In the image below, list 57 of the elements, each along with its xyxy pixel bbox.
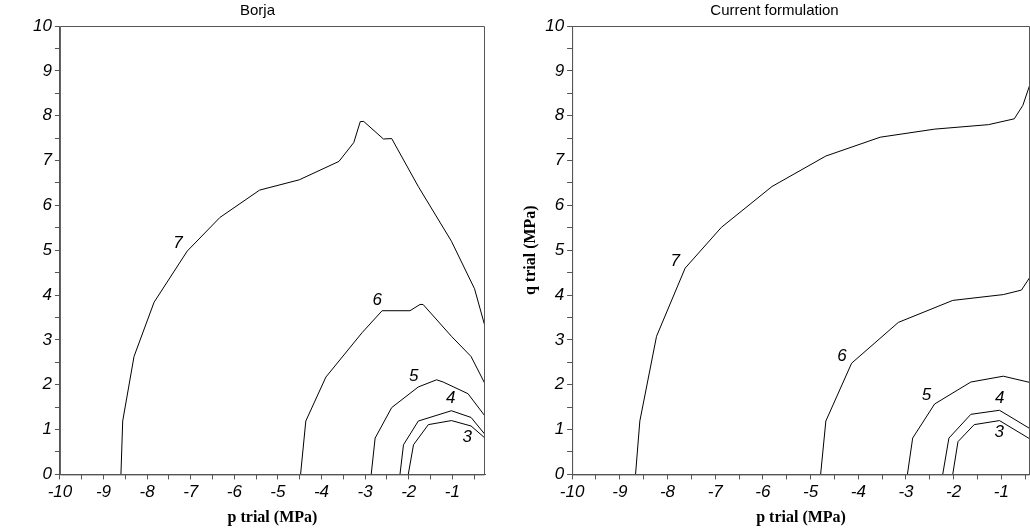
y-tick-label: 0 (42, 464, 53, 484)
series-label: 4 (445, 388, 456, 408)
x-tick-label: -1 (444, 482, 460, 502)
x-tick-label: -6 (226, 482, 243, 502)
y-tick-label: 10 (545, 15, 565, 35)
y-tick-label: 6 (42, 195, 53, 215)
x-tick-label: -9 (612, 482, 628, 502)
y-tick-label: 9 (554, 60, 565, 80)
y-tick-label: 4 (554, 284, 565, 304)
x-tick-label: -4 (850, 482, 866, 502)
series-label: 4 (995, 388, 1005, 408)
x-tick-label: -6 (755, 482, 771, 502)
x-tick-label: -4 (313, 482, 330, 502)
x-tick-label: -1 (993, 482, 1009, 502)
y-tick-label: 6 (554, 195, 565, 215)
x-tick-label: -7 (183, 482, 199, 502)
series-label: 6 (372, 289, 383, 309)
x-tick-label: -8 (139, 482, 156, 502)
x-axis-title: p trial (MPa) (756, 507, 846, 526)
x-tick-label: -10 (47, 482, 73, 502)
chart-title: Current formulation (710, 1, 839, 19)
series-label: 5 (408, 365, 419, 385)
chart-title: Borja (239, 1, 276, 19)
y-tick-label: 7 (554, 150, 565, 170)
y-tick-label: 3 (42, 329, 53, 349)
series-label: 7 (670, 251, 681, 271)
x-tick-label: -3 (357, 482, 374, 502)
y-tick-label: 9 (42, 60, 53, 80)
y-tick-label: 8 (42, 105, 53, 125)
y-tick-label: 1 (554, 419, 565, 439)
x-tick-label: -2 (946, 482, 962, 502)
series-label: 3 (462, 427, 473, 447)
x-tick-label: -8 (659, 482, 676, 502)
series-label: 5 (921, 384, 932, 404)
y-tick-label: 5 (554, 239, 565, 259)
y-tick-label: 7 (42, 150, 53, 170)
x-tick-label: -2 (401, 482, 417, 502)
series-label: 6 (837, 345, 848, 365)
x-tick-label: -3 (898, 482, 915, 502)
y-tick-label: 2 (553, 374, 565, 394)
y-tick-label: 5 (42, 239, 53, 259)
x-tick-label: -7 (707, 482, 724, 502)
x-tick-label: -9 (95, 482, 112, 502)
y-tick-label: 1 (42, 419, 52, 439)
x-tick-label: -10 (559, 482, 585, 502)
y-tick-label: 10 (32, 15, 53, 35)
y-axis-title: q trial (MPa) (520, 205, 539, 296)
x-axis-title: p trial (MPa) (227, 507, 318, 526)
y-tick-label: 0 (554, 464, 565, 484)
series-label: 3 (994, 422, 1005, 442)
x-tick-label: -5 (803, 482, 819, 502)
series-label: 7 (173, 233, 184, 253)
y-tick-label: 2 (41, 374, 53, 394)
y-tick-label: 4 (42, 284, 52, 304)
x-tick-label: -5 (270, 482, 286, 502)
y-tick-label: 8 (554, 105, 565, 125)
y-tick-label: 3 (554, 329, 565, 349)
